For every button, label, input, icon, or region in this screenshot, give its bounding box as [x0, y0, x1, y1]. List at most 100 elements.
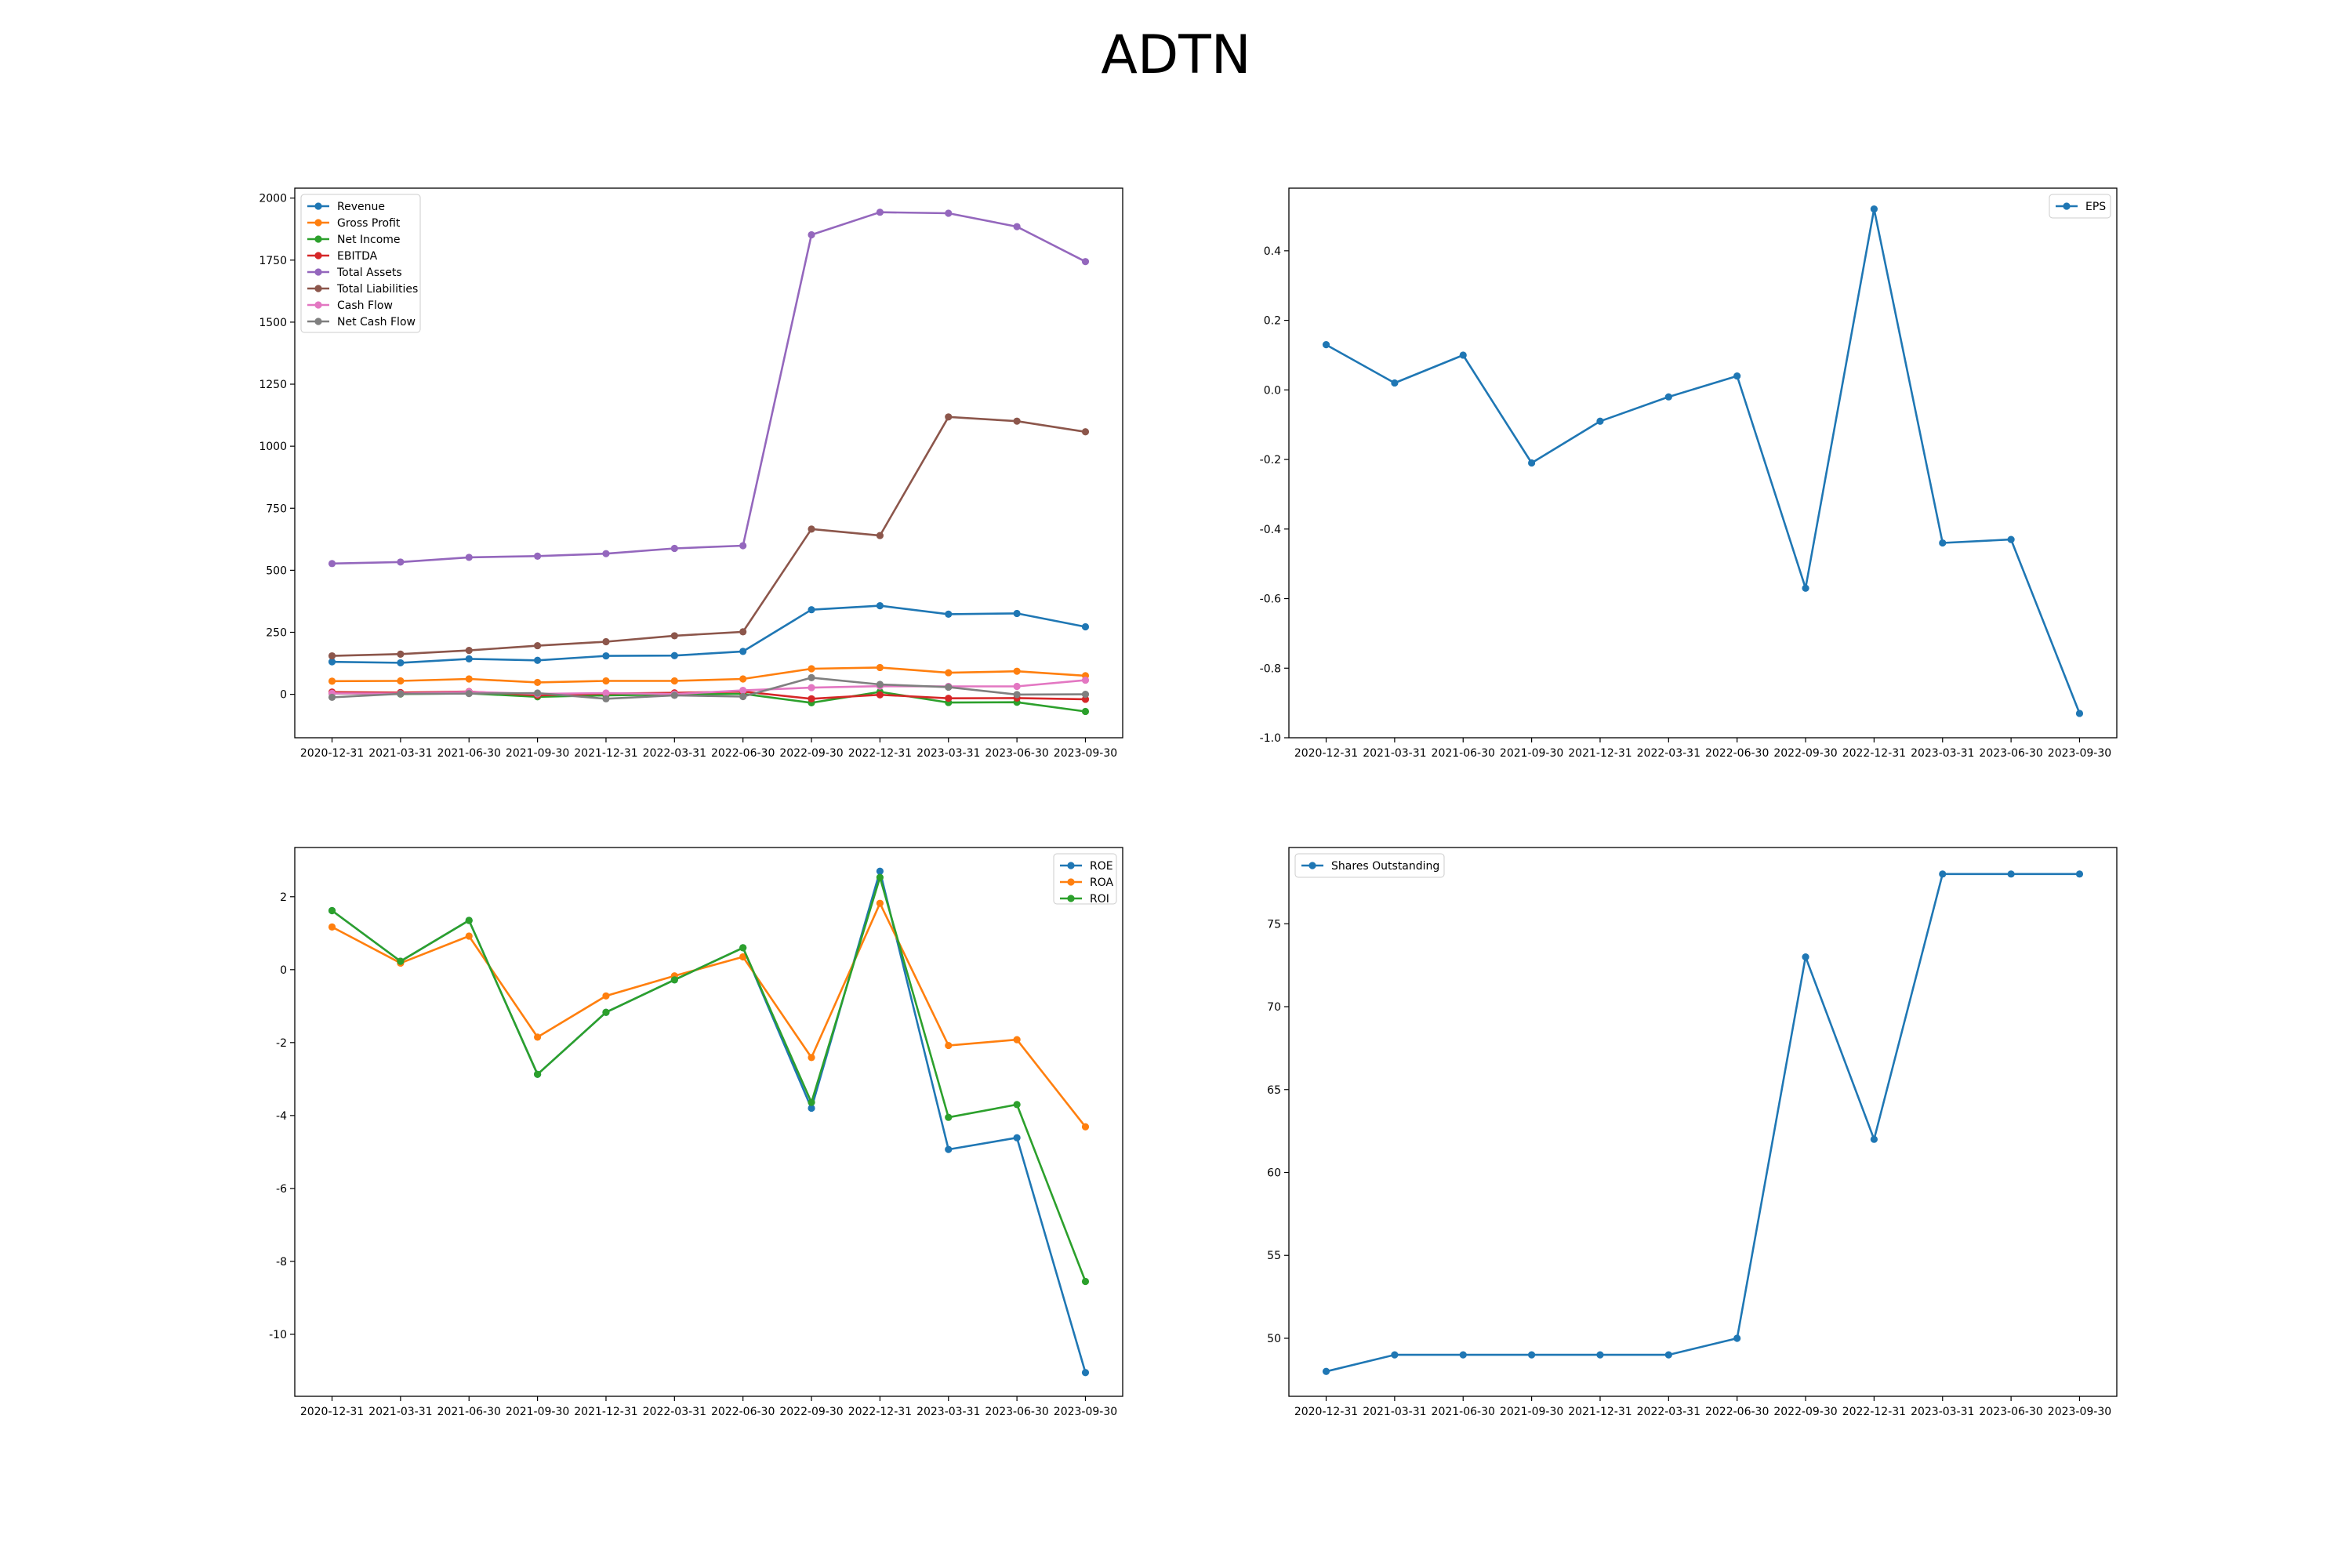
data-point: [1081, 707, 1090, 716]
legend: EPS: [2049, 194, 2111, 219]
data-point: [1528, 1351, 1536, 1359]
data-point: [739, 542, 747, 550]
data-point: [397, 677, 405, 685]
data-point: [876, 209, 884, 216]
legend-marker: [1308, 862, 1316, 869]
y-tick-label: -1.0: [1260, 732, 1281, 745]
data-point: [465, 932, 473, 940]
data-point: [1081, 695, 1090, 703]
x-tick-label: 2022-09-30: [779, 747, 843, 760]
y-tick-label: 0: [280, 689, 287, 702]
y-tick-label: 0.2: [1264, 315, 1281, 328]
x-tick-label: 2022-06-30: [711, 1406, 775, 1418]
data-point: [328, 906, 336, 915]
x-tick-label: 2021-06-30: [1432, 1406, 1495, 1418]
data-point: [808, 1054, 815, 1062]
data-point: [1870, 205, 1878, 213]
x-tick-label: 2023-09-30: [1054, 1406, 1117, 1418]
legend-label: Gross Profit: [337, 217, 401, 230]
data-point: [534, 689, 542, 697]
data-point: [1459, 351, 1467, 359]
y-tick-label: 55: [1267, 1250, 1281, 1262]
y-tick-label: -0.4: [1260, 524, 1281, 536]
y-tick-label: -0.2: [1260, 454, 1281, 466]
legend-label: Revenue: [337, 201, 385, 213]
data-point: [945, 209, 953, 217]
x-tick-label: 2020-12-31: [300, 747, 364, 760]
series-line-total-liabilities: [332, 416, 1086, 657]
x-tick-label: 2021-12-31: [574, 1406, 637, 1418]
y-tick-label: 2: [280, 891, 287, 904]
x-tick-label: 2023-09-30: [2048, 747, 2111, 760]
chart-panel-3: 2020-12-31 2021-03-31 2021-06-30 2021-09-30…: [269, 847, 1123, 1418]
legend-label: Net Income: [337, 234, 401, 246]
data-point: [602, 1008, 610, 1016]
data-point: [1664, 393, 1672, 401]
data-point: [1013, 667, 1021, 675]
data-point: [808, 684, 815, 691]
data-point: [397, 558, 405, 566]
y-tick-label: 1250: [259, 379, 287, 391]
y-tick-label: -4: [276, 1110, 287, 1123]
x-tick-label: 2022-03-31: [1637, 1406, 1700, 1418]
series-line-shares-outstanding: [1326, 873, 2080, 1373]
data-point: [1081, 1277, 1090, 1286]
data-point: [670, 976, 678, 984]
data-point: [808, 1098, 815, 1106]
legend: Revenue Gross Profit Net Income EBITDA Total…: [300, 194, 421, 333]
data-point: [808, 606, 815, 614]
data-point: [328, 652, 336, 660]
data-point: [876, 663, 884, 672]
data-point: [945, 695, 953, 702]
chart-panels: 2020-12-31 2021-03-31 2021-06-30 2021-09-30…: [259, 187, 2118, 1418]
data-point: [876, 899, 884, 907]
data-point: [1013, 417, 1021, 425]
y-tick-label: 65: [1267, 1084, 1281, 1097]
legend-frame: [1294, 853, 1445, 878]
series-line-net-income: [332, 691, 1086, 713]
data-point: [945, 610, 953, 618]
data-point: [739, 944, 747, 952]
data-point: [945, 1113, 953, 1121]
legend-marker: [314, 202, 322, 210]
legend-label: ROA: [1090, 877, 1114, 889]
figure-title: ADTN: [1101, 24, 1250, 86]
data-point: [397, 957, 405, 965]
data-point: [328, 560, 336, 568]
data-point: [739, 675, 747, 683]
data-point: [1013, 223, 1021, 230]
y-tick-label: 2000: [259, 193, 287, 205]
data-point: [808, 230, 815, 239]
data-point: [397, 690, 405, 698]
y-tick-label: 60: [1267, 1167, 1281, 1180]
data-point: [1733, 1334, 1741, 1342]
data-point: [397, 650, 405, 658]
data-point: [1081, 258, 1090, 266]
data-point: [397, 659, 405, 667]
x-tick-label: 2021-06-30: [437, 1406, 501, 1418]
legend-label: EBITDA: [337, 250, 378, 263]
x-tick-label: 2020-12-31: [1294, 747, 1358, 760]
legend-marker: [314, 301, 322, 309]
y-tick-label: 750: [266, 503, 287, 515]
data-point: [876, 602, 884, 610]
x-tick-label: 2023-03-31: [916, 1406, 980, 1418]
x-tick-label: 2021-06-30: [1432, 747, 1495, 760]
data-point: [1459, 1351, 1467, 1359]
y-tick-label: -8: [276, 1256, 287, 1269]
y-tick-label: 0: [280, 964, 287, 977]
data-point: [945, 683, 953, 691]
x-tick-label: 2023-09-30: [1054, 747, 1117, 760]
x-tick-label: 2022-12-31: [848, 747, 912, 760]
y-tick-label: -6: [276, 1183, 287, 1196]
x-tick-label: 2022-12-31: [1842, 1406, 1906, 1418]
data-point: [1013, 1134, 1021, 1142]
legend-label: ROI: [1090, 893, 1109, 906]
x-tick-label: 2022-06-30: [1705, 1406, 1769, 1418]
data-point: [1733, 372, 1741, 380]
axes-frame: [294, 847, 1123, 1397]
data-point: [876, 873, 884, 881]
data-point: [1081, 1123, 1090, 1131]
chart-panel-1: 2020-12-31 2021-03-31 2021-06-30 2021-09-30…: [259, 187, 1123, 760]
data-point: [945, 669, 953, 677]
